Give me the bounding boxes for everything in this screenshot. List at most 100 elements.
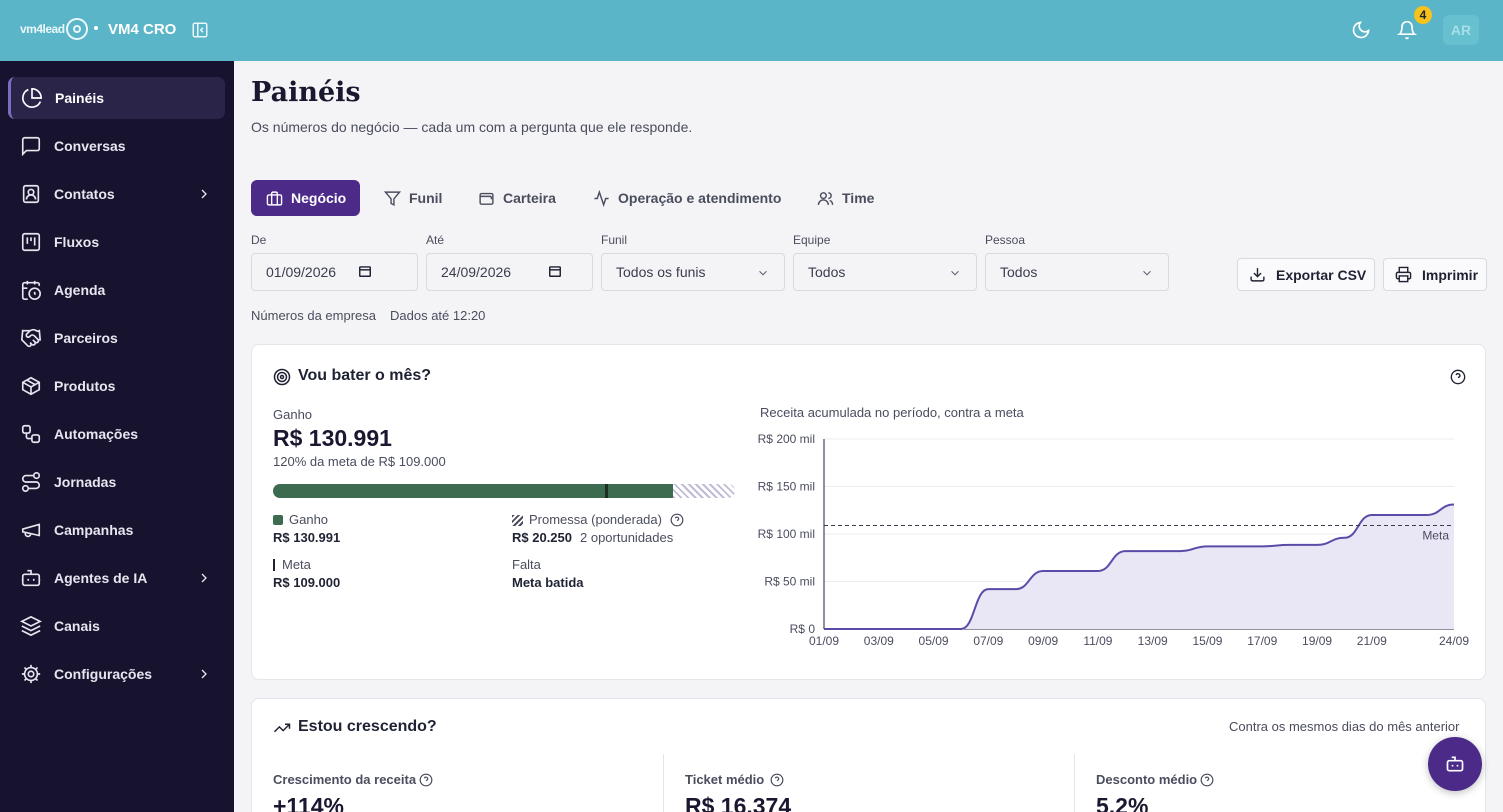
tab-carteira[interactable]: Carteira	[478, 180, 568, 216]
tab-label: Carteira	[503, 190, 556, 206]
target-icon	[273, 368, 291, 386]
won-label: Ganho	[273, 407, 313, 422]
x-tick-label: 17/09	[1247, 634, 1277, 648]
sidebar-item-label: Campanhas	[54, 522, 134, 538]
separator-dot	[94, 26, 98, 30]
page-subtitle: Os números do negócio — cada um com a pe…	[251, 119, 693, 135]
tab-operacao[interactable]: Operação e atendimento	[593, 180, 793, 216]
export-csv-button[interactable]: Exportar CSV	[1237, 258, 1375, 291]
sidebar-item-parceiros[interactable]: Parceiros	[8, 317, 225, 359]
help-icon[interactable]	[670, 513, 684, 527]
legend-won-label: Ganho	[289, 512, 329, 527]
sidebar-item-fluxos[interactable]: Fluxos	[8, 221, 225, 263]
team-select[interactable]: Todos	[793, 253, 977, 291]
chat-icon	[21, 136, 41, 157]
sidebar-item-label: Canais	[54, 618, 100, 634]
x-tick-label: 09/09	[1028, 634, 1058, 648]
pie-chart-icon	[22, 88, 42, 108]
funnel-icon	[384, 190, 401, 206]
kpi-value: R$ 16.374	[685, 793, 792, 812]
print-button[interactable]: Imprimir	[1383, 258, 1487, 291]
help-icon[interactable]	[1450, 369, 1466, 385]
sidebar-item-label: Configurações	[54, 666, 153, 682]
sidebar-item-jornadas[interactable]: Jornadas	[8, 461, 225, 503]
tab-label: Funil	[409, 190, 443, 206]
goal-percentage: 120% da meta de R$ 109.000	[273, 454, 446, 469]
main-content: Painéis Os números do negócio — cada um …	[234, 61, 1503, 812]
sidebar-item-label: Fluxos	[54, 234, 100, 250]
x-tick-label: 03/09	[864, 634, 894, 648]
top-bar: vm4lead VM4 CRO 4 AR	[0, 0, 1503, 61]
assistant-fab-button[interactable]	[1428, 737, 1482, 791]
x-tick-label: 15/09	[1192, 634, 1222, 648]
promise-swatch	[512, 515, 523, 526]
sidebar-item-contatos[interactable]: Contatos	[8, 173, 225, 215]
sidebar-item-label: Agentes de IA	[54, 570, 148, 586]
dark-mode-icon[interactable]	[1351, 20, 1371, 40]
sidebar-item-campanhas[interactable]: Campanhas	[8, 509, 225, 551]
legend-promise-label: Promessa (ponderada)	[529, 512, 662, 527]
trending-up-icon	[273, 723, 291, 733]
sidebar-item-agenda[interactable]: Agenda	[8, 269, 225, 311]
sidebar-collapse-icon[interactable]	[191, 21, 209, 39]
sidebar-item-conversas[interactable]: Conversas	[8, 125, 225, 167]
goal-label: Meta	[1422, 528, 1449, 542]
legend-missing-label: Falta	[512, 557, 541, 572]
help-icon[interactable]	[419, 773, 433, 787]
progress-won-fill	[273, 484, 673, 498]
workflow-icon	[21, 424, 41, 444]
help-icon[interactable]	[1200, 773, 1214, 787]
y-tick-label: R$ 100 mil	[758, 527, 815, 541]
x-tick-label: 07/09	[973, 634, 1003, 648]
sidebar-item-label: Conversas	[54, 138, 126, 154]
sidebar-item-canais[interactable]: Canais	[8, 605, 225, 647]
x-tick-label: 01/09	[809, 634, 839, 648]
wallet-icon	[479, 192, 494, 205]
legend-won-value: R$ 130.991	[273, 530, 341, 545]
sidebar-item-automacoes[interactable]: Automações	[8, 413, 225, 455]
avatar[interactable]: AR	[1443, 15, 1479, 45]
from-date-input[interactable]: 01/09/2026	[251, 253, 418, 291]
goal-swatch	[273, 559, 275, 571]
funnel-filter-label: Funil	[601, 233, 628, 247]
workspace-name: VM4 CRO	[108, 21, 177, 38]
sidebar-item-configuracoes[interactable]: Configurações	[8, 653, 225, 695]
data-updated: Dados até 12:20	[390, 308, 486, 323]
y-tick-label: R$ 0	[790, 622, 816, 636]
person-filter-label: Pessoa	[985, 233, 1026, 247]
megaphone-icon	[21, 523, 41, 538]
calendar-clock-icon	[21, 280, 41, 300]
funnel-select[interactable]: Todos os funis	[601, 253, 785, 291]
help-icon[interactable]	[770, 773, 784, 787]
sidebar-item-paineis[interactable]: Painéis	[8, 77, 225, 119]
card-title: Estou crescendo?	[298, 718, 437, 735]
tab-negocio[interactable]: Negócio	[251, 180, 360, 216]
legend-goal-value: R$ 109.000	[273, 575, 341, 590]
x-tick-label: 13/09	[1138, 634, 1168, 648]
person-select-value: Todos	[1000, 264, 1038, 280]
legend-goal-label: Meta	[282, 557, 311, 572]
to-date-input[interactable]: 24/09/2026	[426, 253, 593, 291]
bell-icon[interactable]	[1397, 20, 1417, 40]
person-select[interactable]: Todos	[985, 253, 1169, 291]
logo[interactable]: vm4lead	[20, 18, 88, 40]
month-goal-card: Vou bater o mês? Ganho R$ 130.991 120% d…	[251, 344, 1486, 680]
chevron-right-icon	[201, 573, 207, 583]
sidebar: Painéis Conversas Contatos Fluxos Agenda…	[0, 61, 234, 812]
route-icon	[21, 472, 41, 492]
tab-funil[interactable]: Funil	[384, 180, 454, 216]
card-title: Vou bater o mês?	[298, 367, 432, 384]
print-label: Imprimir	[1422, 266, 1479, 283]
notification-badge: 4	[1414, 6, 1432, 24]
calendar-icon[interactable]	[358, 264, 372, 278]
logo-text: vm4lead	[20, 22, 65, 36]
kpi-label: Desconto médio	[1096, 772, 1198, 787]
legend-promise-ops: 2 oportunidades	[580, 530, 674, 545]
calendar-icon[interactable]	[548, 264, 562, 278]
sidebar-item-produtos[interactable]: Produtos	[8, 365, 225, 407]
y-tick-label: R$ 200 mil	[758, 432, 815, 446]
bot-icon	[1446, 756, 1464, 772]
handshake-icon	[20, 328, 42, 348]
tab-time[interactable]: Time	[817, 180, 887, 216]
sidebar-item-agentes-ia[interactable]: Agentes de IA	[8, 557, 225, 599]
